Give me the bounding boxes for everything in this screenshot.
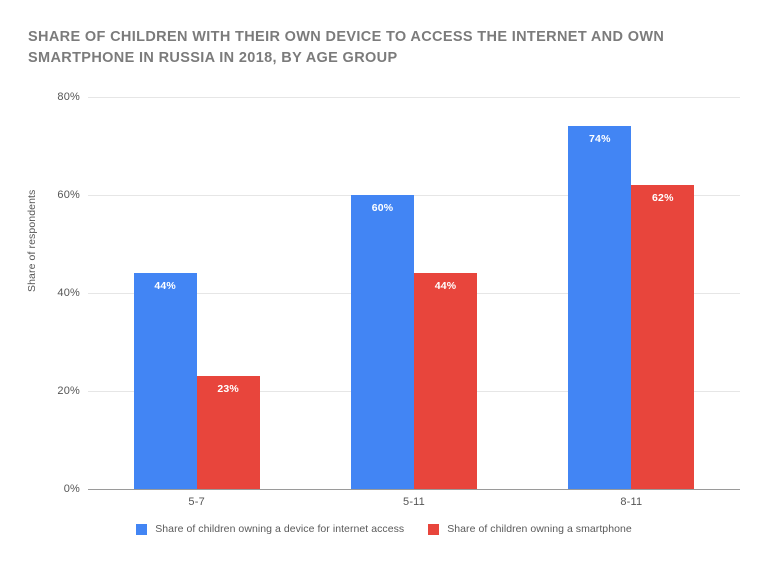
bar-value-label: 44% [434,280,457,293]
gridline [88,97,740,98]
chart-legend: Share of children owning a device for in… [0,523,768,535]
bar-value-label: 60% [371,202,394,214]
legend-swatch-device-icon [136,523,148,535]
legend-label-device: Share of children owning a device for in… [155,523,405,535]
x-axis-tick-5-7: 5-7 [188,496,205,508]
bar-value-label: 62% [652,192,674,205]
y-axis-tick: 40% [57,287,80,299]
bar-5-7-series1[interactable]: 44% [133,273,197,489]
bar-8-11-series2[interactable]: 62% [631,185,695,489]
bar-value-label: 23% [217,383,239,396]
y-axis-tick: 20% [57,385,80,397]
x-axis-tick-5-11: 5-11 [403,496,425,508]
y-axis-tick: 60% [57,189,80,201]
bar-5-11-series2[interactable]: 44% [414,273,477,489]
bar-8-11-series1[interactable]: 74% [568,126,632,489]
bar-5-11-series1[interactable]: 60% [351,195,414,489]
legend-item-device[interactable]: Share of children owning a device for in… [136,523,404,535]
plot-area: 44% 23% 60% 44% 74% 62% [88,97,740,490]
bar-5-7-series2[interactable]: 23% [196,376,260,489]
gridline [88,195,740,196]
bar-value-label: 44% [154,280,176,293]
legend-label-smartphone: Share of children owning a smartphone [447,523,632,535]
y-axis-tick: 80% [57,91,80,103]
y-axis-tick: 0% [63,483,80,495]
y-axis-tick-labels: 0% 20% 40% 60% 80% [0,0,88,565]
legend-item-smartphone[interactable]: Share of children owning a smartphone [428,523,632,535]
gridline [88,489,740,490]
chart-title: Share of children with their own device … [28,29,665,66]
legend-swatch-smartphone-icon [428,523,440,535]
bar-value-label: 74% [589,133,611,146]
x-axis-tick-8-11: 8-11 [620,496,643,508]
